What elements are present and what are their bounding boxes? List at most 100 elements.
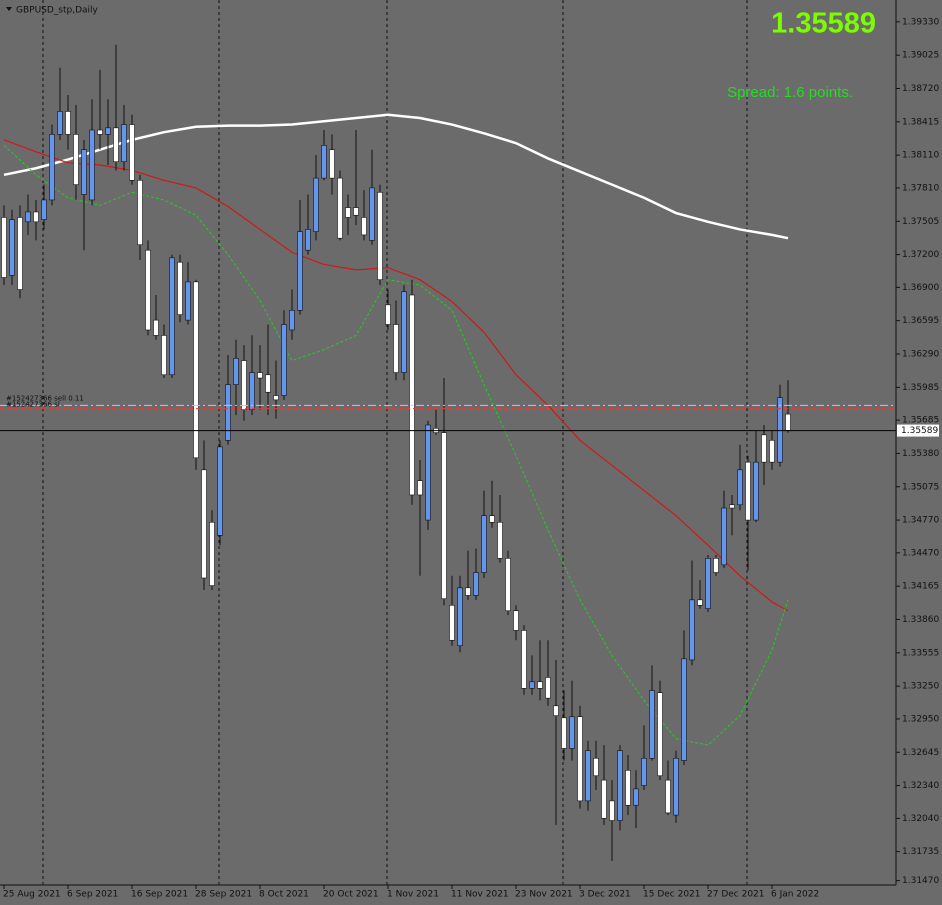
spread-text: Spread: 1.6 points. [727, 84, 853, 101]
candle-body [257, 372, 263, 379]
candle-body [113, 127, 119, 163]
candle-body [81, 149, 87, 195]
candle-body [529, 681, 535, 689]
candle-body [33, 211, 39, 223]
y-tick-label: 1.38720 [902, 84, 939, 94]
order-label: #152427366 sell 0.11 [6, 394, 84, 402]
candle-body [289, 309, 295, 331]
candle-body [297, 231, 303, 311]
y-tick-label: 1.37505 [902, 217, 939, 227]
x-tick-label: 20 Oct 2021 [323, 890, 379, 900]
candle-body [193, 281, 199, 459]
candle-body [233, 358, 239, 385]
y-tick-label: 1.38110 [902, 151, 939, 161]
y-tick-label: 1.31470 [902, 876, 939, 886]
price-display: 1.35589 [771, 8, 876, 40]
y-tick-label: 1.35985 [902, 383, 939, 393]
candle-body [569, 716, 575, 749]
y-tick-label: 1.33860 [902, 615, 939, 625]
y-tick-label: 1.35380 [902, 449, 939, 459]
candle-body [185, 281, 191, 321]
candle-body [609, 800, 615, 821]
y-tick-label: 1.36900 [902, 283, 939, 293]
moving-average [3, 139, 789, 612]
x-tick-label: 25 Aug 2021 [3, 890, 61, 900]
candle-body [369, 187, 375, 241]
x-tick-label: 1 Nov 2021 [387, 890, 439, 900]
y-tick-label: 1.32040 [902, 814, 939, 824]
candle-body [169, 257, 175, 376]
candle-body [641, 757, 647, 786]
candle-body [9, 219, 15, 276]
candle-body [209, 521, 215, 586]
candle-body [201, 469, 207, 579]
candle-body [601, 779, 607, 819]
candle-body [217, 446, 223, 536]
candle-body [545, 677, 551, 699]
candle-body [57, 111, 63, 135]
candle-body [129, 124, 135, 181]
candle-body [673, 757, 679, 816]
price-box [897, 424, 939, 437]
y-tick-label: 1.34165 [902, 582, 939, 592]
candle-body [225, 384, 231, 441]
candle-body [505, 558, 511, 612]
candle-body [313, 177, 319, 232]
candle-body [321, 145, 327, 179]
candle-body [745, 461, 751, 521]
candle-body [145, 249, 151, 331]
candle-body [553, 705, 559, 716]
candle-body [537, 681, 543, 689]
x-tick-label: 23 Nov 2021 [515, 890, 573, 900]
candle-body [105, 127, 111, 135]
candle-body [769, 440, 775, 463]
x-tick-label: 3 Dec 2021 [579, 890, 631, 900]
candle-body [425, 424, 431, 521]
candle-body [449, 604, 455, 641]
menu-arrow[interactable] [6, 7, 12, 11]
x-tick-label: 6 Jan 2022 [771, 890, 819, 900]
candles [1, 44, 791, 861]
order-label: #152427366 sl [6, 401, 60, 409]
y-tick-label: 1.38415 [902, 117, 939, 127]
y-tick-label: 1.33555 [902, 648, 939, 658]
candle-body [585, 750, 591, 802]
candle-body [97, 129, 103, 135]
candle-body [1, 217, 7, 278]
candle-body [241, 360, 247, 411]
y-tick-label: 1.34770 [902, 516, 939, 526]
candle-body [137, 179, 143, 246]
candle-body [249, 372, 255, 411]
candle-body [681, 658, 687, 761]
candle-body [281, 324, 287, 396]
candle-body [737, 469, 743, 506]
moving-average [3, 113, 789, 240]
candle-body [577, 716, 583, 802]
y-tick-label: 1.37810 [902, 183, 939, 193]
candle-body [361, 217, 367, 236]
candle-body [41, 199, 47, 220]
candle-body [697, 599, 703, 606]
candle-body [489, 515, 495, 523]
candle-body [153, 319, 159, 336]
y-tick-label: 1.36595 [902, 316, 939, 326]
y-tick-label: 1.34470 [902, 548, 939, 558]
x-tick-label: 28 Sep 2021 [195, 890, 252, 900]
candle-body [401, 291, 407, 373]
candle-body [593, 757, 599, 777]
candle-body [177, 261, 183, 315]
candle-body [657, 692, 663, 777]
candle-body [49, 134, 55, 201]
y-tick-label: 1.36290 [902, 350, 939, 360]
candle-body [665, 779, 671, 814]
candle-body [273, 395, 279, 401]
candle-body [161, 335, 167, 376]
candle-body [417, 480, 423, 496]
candle-body [73, 134, 79, 185]
candle-body [753, 461, 759, 521]
x-tick-label: 6 Sep 2021 [67, 890, 118, 900]
candle-body [649, 690, 655, 759]
candle-body [721, 507, 727, 566]
candle-body [785, 413, 791, 431]
chart-title: GBPUSD_stp,Daily [16, 6, 99, 16]
